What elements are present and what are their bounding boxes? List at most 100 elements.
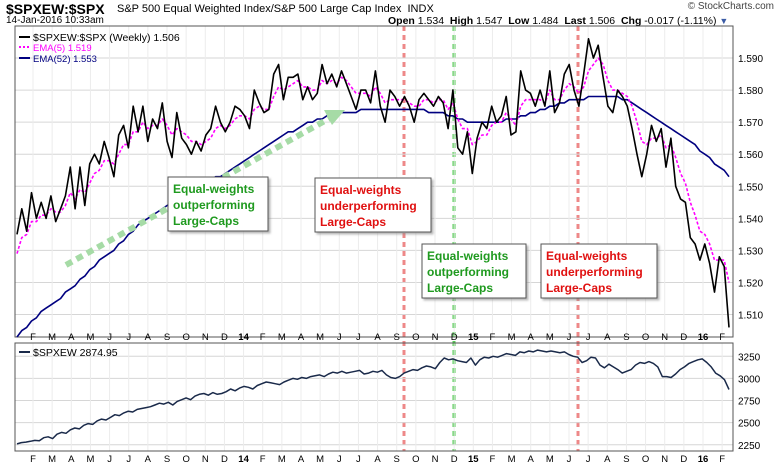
x-tick-label: A: [298, 332, 305, 343]
x-tick-label: O: [182, 454, 189, 465]
upper-y-ticks: 1.510 1.520 1.530 1.540 1.550 1.560 1.570 1.580…: [738, 54, 763, 321]
y-tick-label: 1.510: [738, 311, 763, 322]
x-tick-label: J: [356, 454, 361, 465]
x-tick-label: D: [451, 454, 458, 465]
triangle-down-icon[interactable]: ▼: [719, 16, 729, 26]
y-tick-label: 1.550: [738, 182, 763, 193]
y-tick-label: 1.580: [738, 86, 763, 97]
chart-description: S&P 500 Equal Weighted Index/S&P 500 Lar…: [117, 3, 434, 15]
x-tick-label: 14: [238, 454, 249, 465]
annotation-line: Equal-weights: [546, 249, 628, 263]
x-tick-label: A: [374, 332, 381, 343]
legend-ratio: $SPXEW:$SPX (Weekly) 1.506: [33, 32, 180, 44]
lower-panel-frame: [14, 342, 734, 452]
annotation-line: Equal-weights: [427, 249, 509, 263]
lower-legend: $SPXEW 2874.95: [19, 347, 118, 359]
annotation-line: outperforming: [427, 265, 509, 279]
description-text: S&P 500 Equal Weighted Index/S&P 500 Lar…: [117, 3, 402, 15]
high-value: 1.547: [476, 15, 503, 27]
x-tick-label: A: [604, 332, 611, 343]
annotation-box: Equal-weights outperforming Large-Caps: [421, 243, 527, 299]
annotation-box: Equal-weights outperforming Large-Caps: [167, 176, 269, 232]
annotation-line: Large-Caps: [320, 215, 386, 229]
x-tick-label: J: [107, 454, 112, 465]
x-tick-label: J: [126, 454, 131, 465]
x-tick-label: O: [642, 454, 649, 465]
x-tick-label: N: [661, 332, 668, 343]
x-tick-label: M: [278, 332, 286, 343]
x-tick-label: D: [680, 454, 687, 465]
x-tick-label: A: [528, 454, 535, 465]
chart-symbol: $SPXEW:$SPX: [6, 1, 105, 17]
x-tick-label: D: [680, 332, 687, 343]
x-tick-label: J: [126, 332, 131, 343]
y-tick-label: 1.590: [738, 54, 763, 65]
x-tick-label: S: [394, 454, 400, 465]
x-tick-label: J: [567, 332, 572, 343]
x-tick-label: F: [719, 332, 725, 343]
x-tick-label: A: [68, 332, 75, 343]
high-label: High: [449, 15, 474, 27]
x-tick-label: F: [490, 332, 496, 343]
upper-panel-frame: [14, 25, 734, 338]
x-tick-label: J: [337, 454, 342, 465]
annotation-line: underperforming: [546, 265, 643, 279]
x-tick-label: M: [48, 454, 56, 465]
lower-grid: [15, 343, 733, 451]
chart-date: 14-Jan-2016 10:33am: [6, 15, 104, 26]
x-tick-label: S: [164, 332, 170, 343]
y-tick-label: 1.540: [738, 214, 763, 225]
lower-legend-text: $SPXEW 2874.95: [33, 347, 118, 359]
x-tick-label: J: [107, 332, 112, 343]
x-tick-label: N: [432, 332, 439, 343]
upper-grid: [15, 26, 733, 337]
x-tick-label: 15: [468, 454, 479, 465]
x-tick-label: O: [412, 332, 419, 343]
x-tick-label: O: [642, 332, 649, 343]
lower-y-ticks: 2250 2500 2750 3000 3250: [738, 352, 761, 452]
x-tick-label: M: [546, 332, 554, 343]
x-tick-label: J: [586, 454, 591, 465]
annotation-line: Equal-weights: [173, 182, 255, 196]
x-tick-label: O: [182, 332, 189, 343]
y-tick-label: 3000: [738, 374, 761, 385]
y-tick-label: 2750: [738, 397, 761, 408]
x-tick-label: F: [260, 454, 266, 465]
x-tick-label: A: [68, 454, 75, 465]
y-tick-label: 1.520: [738, 278, 763, 289]
annotation-line: Large-Caps: [546, 281, 612, 295]
x-tick-label: J: [567, 454, 572, 465]
lower-series: [16, 349, 730, 445]
annotation-box: Equal-weights underperforming Large-Caps: [314, 177, 432, 233]
low-label: Low: [508, 15, 530, 27]
x-tick-label: A: [604, 454, 611, 465]
annotation-line: Equal-weights: [320, 183, 402, 197]
x-tick-label: M: [316, 332, 324, 343]
x-tick-label: D: [451, 332, 458, 343]
x-tick-label: M: [316, 454, 324, 465]
x-tick-label: 16: [698, 332, 709, 343]
x-tick-label: N: [661, 454, 668, 465]
x-tick-label: F: [490, 454, 496, 465]
x-tick-label: S: [623, 332, 629, 343]
x-tick-label: A: [374, 454, 381, 465]
open-value: 1.534: [417, 15, 445, 27]
x-tick-label: D: [221, 332, 228, 343]
x-tick-label: F: [30, 332, 36, 343]
x-tick-label: M: [86, 454, 94, 465]
annotation-line: outperforming: [173, 198, 255, 212]
last-label: Last: [564, 15, 586, 27]
x-tick-label: F: [719, 454, 725, 465]
chg-label: Chg: [620, 15, 642, 27]
y-tick-label: 1.570: [738, 118, 763, 129]
trend-arrow: [64, 110, 345, 268]
x-tick-label: A: [528, 332, 535, 343]
x-tick-label: D: [221, 454, 228, 465]
spxew-line: [16, 349, 730, 445]
annotation-box: Equal-weights underperforming Large-Caps: [540, 243, 658, 299]
x-tick-label: 14: [238, 332, 249, 343]
annotation-line: underperforming: [320, 199, 417, 213]
x-tick-label: J: [356, 332, 361, 343]
x-tick-label: M: [508, 332, 516, 343]
